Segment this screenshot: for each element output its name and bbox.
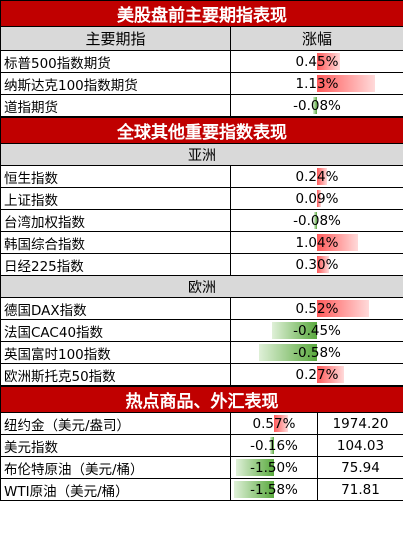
index-name: 台湾加权指数 — [0, 209, 231, 232]
change-value: 0.30% — [295, 256, 339, 273]
change-cell: -0.08% — [230, 209, 403, 232]
us-futures-title: 美股盘前主要期指表现 — [0, 0, 403, 27]
negative-bar — [234, 481, 274, 498]
change-cell: -0.16% — [230, 434, 318, 457]
change-cell: -0.58% — [230, 341, 403, 364]
global-indices-table: 全球其他重要指数表现 亚洲 恒生指数 0.24% 上证指数 0.09% 台湾加权指数 -0… — [0, 117, 403, 386]
change-cell: 1.04% — [230, 231, 403, 254]
index-name: 欧洲斯托克50指数 — [0, 363, 231, 386]
change-cell: 0.09% — [230, 187, 403, 210]
negative-bar — [236, 459, 274, 476]
positive-bar — [317, 75, 376, 92]
positive-bar — [317, 168, 327, 185]
change-cell: -0.45% — [230, 319, 403, 342]
table-row: 德国DAX指数 0.52% — [0, 297, 403, 320]
change-value: 0.45% — [295, 53, 339, 70]
global-indices-title: 全球其他重要指数表现 — [0, 117, 403, 144]
table-row: 欧洲斯托克50指数 0.27% — [0, 363, 403, 386]
positive-bar — [317, 190, 321, 207]
table-row: 道指期货 -0.08% — [0, 94, 403, 117]
table-row: 英国富时100指数 -0.58% — [0, 341, 403, 364]
change-value: -0.16% — [250, 437, 298, 454]
change-value: 0.27% — [295, 366, 339, 383]
commodities-title: 热点商品、外汇表现 — [0, 386, 403, 413]
positive-bar — [317, 234, 359, 251]
table-row: 韩国综合指数 1.04% — [0, 231, 403, 254]
index-name: 纳斯达克100指数期货 — [0, 72, 231, 95]
table-row: 布伦特原油（美元/桶） -1.50% 75.94 — [0, 456, 403, 479]
positive-bar — [317, 53, 341, 70]
change-value: -0.58% — [293, 344, 341, 361]
index-name: 德国DAX指数 — [0, 297, 231, 320]
positive-bar — [317, 300, 370, 317]
table-row: 纳斯达克100指数期货 1.13% — [0, 72, 403, 95]
index-name: 纽约金（美元/盎司） — [0, 412, 231, 435]
change-value: 0.09% — [295, 190, 339, 207]
table-row: 上证指数 0.09% — [0, 187, 403, 210]
index-name: 法国CAC40指数 — [0, 319, 231, 342]
price-value: 71.81 — [316, 478, 403, 501]
index-name: 韩国综合指数 — [0, 231, 231, 254]
positive-bar — [317, 366, 345, 383]
change-value: -0.45% — [293, 322, 341, 339]
table-row: 台湾加权指数 -0.08% — [0, 209, 403, 232]
negative-bar — [312, 97, 317, 114]
change-cell: -1.50% — [230, 456, 318, 479]
europe-label: 欧洲 — [0, 275, 403, 298]
index-name: 标普500指数期货 — [0, 50, 231, 73]
change-cell: 0.30% — [230, 253, 403, 276]
price-value: 75.94 — [316, 456, 403, 479]
change-value: 1.04% — [295, 234, 339, 251]
change-value: -1.50% — [250, 459, 298, 476]
change-value: -0.08% — [293, 212, 341, 229]
negative-bar — [271, 322, 317, 339]
index-name: 英国富时100指数 — [0, 341, 231, 364]
index-name: 日经225指数 — [0, 253, 231, 276]
us-futures-table: 美股盘前主要期指表现 主要期指 涨幅 标普500指数期货 0.45% 纳斯达克100… — [0, 0, 403, 117]
positive-bar — [317, 256, 329, 273]
table-row: 日经225指数 0.30% — [0, 253, 403, 276]
table-row: 标普500指数期货 0.45% — [0, 50, 403, 73]
change-cell: 1.13% — [230, 72, 403, 95]
positive-bar — [274, 415, 289, 432]
asia-label: 亚洲 — [0, 143, 403, 166]
index-name: 布伦特原油（美元/桶） — [0, 456, 231, 479]
table-row: WTI原油（美元/桶） -1.58% 71.81 — [0, 478, 403, 501]
index-name: 恒生指数 — [0, 165, 231, 188]
price-value: 104.03 — [316, 434, 403, 457]
index-name: 上证指数 — [0, 187, 231, 210]
change-value: -0.08% — [293, 97, 341, 114]
index-name: WTI原油（美元/桶） — [0, 478, 231, 501]
change-cell: 0.27% — [230, 363, 403, 386]
change-cell: 0.52% — [230, 297, 403, 320]
commodities-fx-table: 热点商品、外汇表现 纽约金（美元/盎司） 0.57% 1974.20 美元指数 -0.1… — [0, 386, 403, 501]
col-header-name: 主要期指 — [0, 26, 231, 51]
change-cell: -0.08% — [230, 94, 403, 117]
table-row: 纽约金（美元/盎司） 0.57% 1974.20 — [0, 412, 403, 435]
col-header-change: 涨幅 — [230, 26, 403, 51]
change-cell: -1.58% — [230, 478, 318, 501]
negative-bar — [270, 437, 274, 454]
change-value: 0.57% — [252, 415, 296, 432]
change-cell: 0.24% — [230, 165, 403, 188]
change-value: 0.24% — [295, 168, 339, 185]
table-row: 恒生指数 0.24% — [0, 165, 403, 188]
change-value: 0.52% — [295, 300, 339, 317]
table-row: 法国CAC40指数 -0.45% — [0, 319, 403, 342]
change-cell: 0.57% — [230, 412, 318, 435]
price-value: 1974.20 — [316, 412, 403, 435]
table-row: 美元指数 -0.16% 104.03 — [0, 434, 403, 457]
negative-bar — [313, 212, 317, 229]
index-name: 美元指数 — [0, 434, 231, 457]
change-value: -1.58% — [250, 481, 298, 498]
change-value: 1.13% — [295, 75, 339, 92]
change-cell: 0.45% — [230, 50, 403, 73]
index-name: 道指期货 — [0, 94, 231, 117]
negative-bar — [258, 344, 317, 361]
